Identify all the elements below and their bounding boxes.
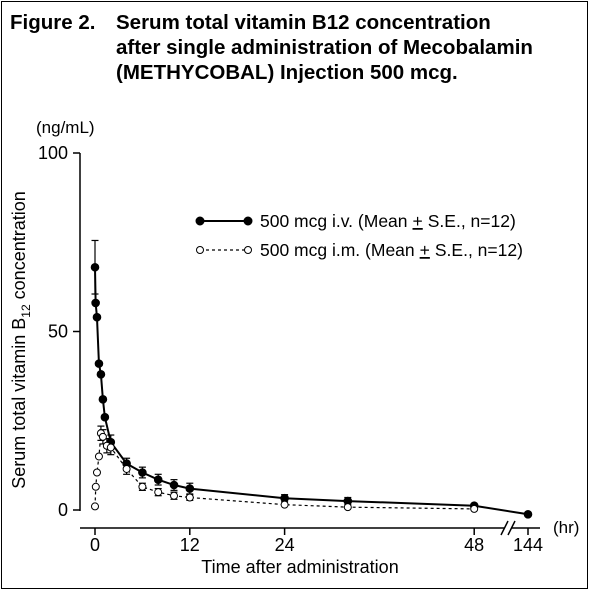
figure-title-line-3: (METHYCOBAL) Injection 500 mcg.	[116, 61, 458, 84]
series-iv	[90, 239, 533, 519]
data-point	[91, 482, 100, 491]
data-point	[91, 502, 99, 511]
x-tick-label: 0	[90, 535, 100, 555]
data-point	[98, 395, 108, 404]
data-point	[138, 482, 147, 491]
legend-im-text: 500 mcg i.m. (Mean	[260, 240, 415, 260]
y-unit-label: (ng/mL)	[36, 118, 95, 137]
axis-break-mark-right	[507, 520, 516, 536]
legend-iv-plusminus: +	[413, 211, 423, 231]
y-tick-label: 100	[38, 143, 68, 163]
data-point	[94, 359, 104, 368]
axes: (ng/mL) (hr) Time after administration S…	[9, 118, 579, 577]
figure-title-line-1: Serum total vitamin B12 concentration	[116, 11, 491, 34]
x-axis-title: Time after administration	[201, 557, 398, 577]
y-tick-label: 50	[48, 322, 68, 342]
data-point	[280, 500, 289, 509]
legend-im-plusminus: +	[420, 240, 430, 260]
data-point	[94, 452, 103, 461]
x-tick-label: 24	[275, 535, 295, 555]
data-point	[90, 262, 100, 272]
legend-iv-text: 500 mcg i.v. (Mean	[260, 211, 408, 231]
y-axis-title: Serum total vitamin B12 concentration	[9, 191, 33, 489]
data-point	[170, 491, 178, 500]
data-point	[154, 488, 163, 497]
data-point	[100, 412, 110, 422]
figure-title-line-2: after single administration of Mecobalam…	[116, 36, 533, 59]
data-point	[91, 298, 100, 308]
legend-iv-marker-right	[243, 216, 253, 226]
x-unit-label: (hr)	[553, 518, 579, 537]
data-point	[470, 504, 479, 513]
legend-iv-marker-left	[195, 216, 205, 226]
data-point	[98, 432, 107, 441]
data-point	[138, 468, 147, 477]
series-line	[94, 431, 475, 510]
y-axis-title-main: Serum total vitamin B	[9, 318, 29, 489]
y-axis-title-tail: concentration	[9, 191, 29, 304]
data-point	[185, 484, 195, 493]
y-axis-title-subscript: 12	[19, 304, 33, 318]
data-point	[153, 475, 163, 484]
data-point	[122, 464, 131, 473]
x-tick-label: 144	[513, 535, 543, 555]
series-im	[91, 425, 479, 513]
data-series	[90, 239, 533, 519]
x-tick-label: 12	[180, 535, 200, 555]
legend-iv-text-tail: S.E., n=12)	[428, 211, 516, 231]
data-point	[96, 370, 106, 379]
x-tick-label: 48	[464, 535, 484, 555]
figure-number: Figure 2.	[10, 11, 96, 34]
data-point	[169, 480, 179, 490]
data-point	[92, 312, 102, 322]
axis-ticks: 0 50 100 0 12 24 48 144	[38, 143, 543, 555]
legend-iv-label: 500 mcg i.v. (Mean + S.E., n=12)	[260, 211, 516, 231]
data-point	[92, 468, 101, 477]
legend-im-marker-right	[244, 246, 252, 254]
data-point	[106, 443, 115, 452]
legend-im-text-tail: S.E., n=12)	[435, 240, 523, 260]
data-point	[523, 509, 533, 519]
legend-im-marker-left	[196, 246, 204, 254]
y-tick-label: 0	[58, 500, 68, 520]
legend: 500 mcg i.v. (Mean + S.E., n=12) 500 mcg i…	[195, 211, 523, 260]
data-point	[185, 493, 194, 502]
axis-break-mark-left	[500, 520, 509, 536]
legend-im-label: 500 mcg i.m. (Mean + S.E., n=12)	[260, 240, 523, 260]
data-point	[343, 503, 352, 512]
